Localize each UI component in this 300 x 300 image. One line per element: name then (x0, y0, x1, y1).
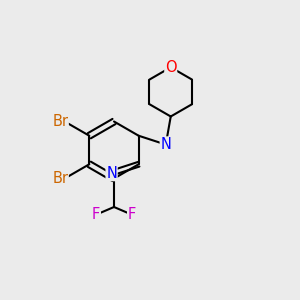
Text: Br: Br (52, 114, 68, 129)
Text: F: F (92, 207, 100, 222)
Text: N: N (106, 166, 117, 181)
Text: O: O (165, 60, 176, 75)
Text: F: F (128, 207, 136, 222)
Text: Br: Br (52, 171, 68, 186)
Text: N: N (160, 137, 171, 152)
